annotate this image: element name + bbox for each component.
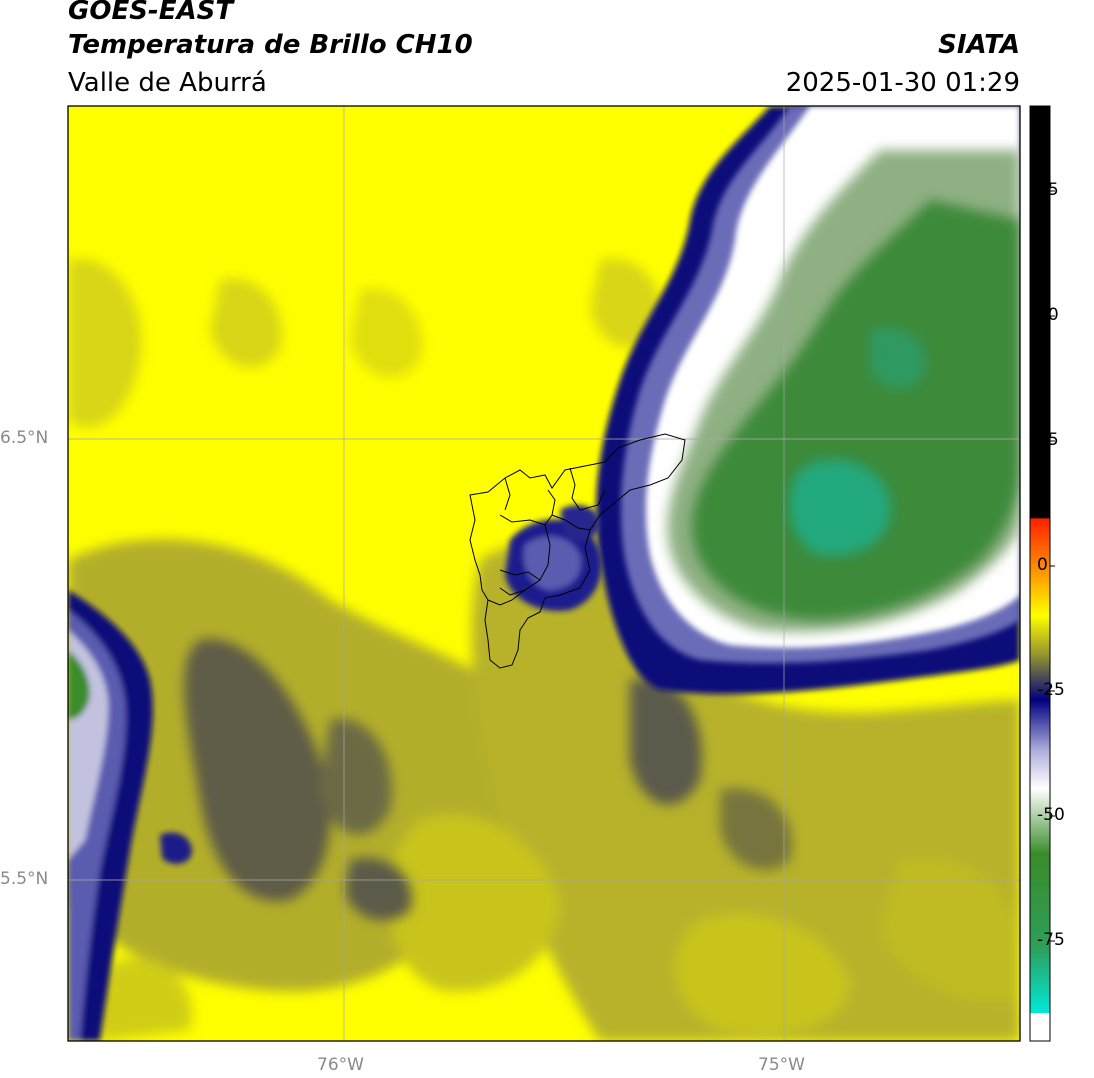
valley-boundaries <box>469 433 686 669</box>
lon-label-76w: 76°W <box>317 1055 364 1075</box>
colorbar-tick-label: -50 <box>1037 805 1065 825</box>
colorbar-tick-label: 0 <box>1037 555 1048 575</box>
colorbar-frame <box>1029 105 1051 1042</box>
title-product: Temperatura de Brillo CH10 <box>68 30 473 60</box>
colorbar-tick-label: -75 <box>1037 930 1065 950</box>
boundary-west <box>499 569 541 581</box>
colorbar-tick-marks <box>1050 190 1055 942</box>
gridlines <box>68 106 1020 1041</box>
storm-system-northeast <box>596 106 1020 695</box>
brightness-temperature-field <box>68 106 1020 1041</box>
colorbar-tick-label: 50 <box>1037 305 1059 325</box>
boundary-nw <box>504 477 511 511</box>
colorbar-tick-label: 75 <box>1037 180 1059 200</box>
boundary-northeast <box>569 467 606 511</box>
title-satellite: GOES-EAST <box>68 0 234 26</box>
boundary-east <box>551 514 591 531</box>
brand-label: SIATA <box>938 30 1020 60</box>
colorbar-fill <box>1030 106 1050 1041</box>
colorbar-tick-label: -25 <box>1037 680 1065 700</box>
colorbar <box>1029 105 1055 1042</box>
valley-outline <box>469 433 686 669</box>
timestamp: 2025-01-30 01:29 <box>785 68 1020 98</box>
convective-cell-valley <box>505 505 602 611</box>
lon-label-75w: 75°W <box>758 1055 805 1075</box>
map-frame <box>67 105 1021 1042</box>
colorbar-tick-label: 25 <box>1037 430 1059 450</box>
storm-system-west <box>68 590 192 1041</box>
lat-label-6-5n: 6.5°N <box>0 428 49 448</box>
lat-label-5-5n: 5.5°N <box>0 869 49 889</box>
boundary-south <box>487 589 526 606</box>
title-region: Valle de Aburrá <box>68 68 267 98</box>
dark-olive-regions <box>184 639 792 921</box>
